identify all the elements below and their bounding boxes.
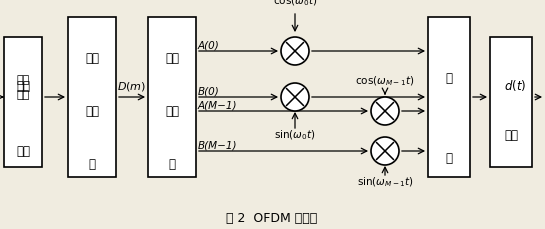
Text: sin($\omega_{M-1} t$): sin($\omega_{M-1} t$) [356, 174, 414, 188]
Text: 相: 相 [445, 71, 452, 84]
Text: 变换: 变换 [165, 104, 179, 117]
Text: $D(m)$: $D(m)$ [117, 80, 147, 93]
Text: B(0): B(0) [198, 86, 220, 95]
Text: 数据: 数据 [16, 145, 30, 158]
Text: 串行: 串行 [16, 80, 30, 93]
Circle shape [281, 84, 309, 112]
Circle shape [371, 98, 399, 125]
Text: sin($\omega_0 t$): sin($\omega_0 t$) [274, 128, 316, 141]
Text: 图 2  OFDM 调制器: 图 2 OFDM 调制器 [226, 211, 318, 224]
Text: 串并: 串并 [165, 51, 179, 64]
Text: cos($\omega_0 t$): cos($\omega_0 t$) [273, 0, 317, 8]
Bar [4, 38, 42, 167]
Text: 信道: 信道 [504, 128, 518, 141]
Text: B(M−1): B(M−1) [198, 139, 238, 149]
Text: 编码: 编码 [85, 104, 99, 117]
Circle shape [371, 137, 399, 165]
Text: $d(t)$: $d(t)$ [504, 78, 526, 93]
Circle shape [281, 38, 309, 66]
Text: 器: 器 [88, 158, 95, 170]
Text: 数据: 数据 [85, 51, 99, 64]
Bar [148, 18, 196, 177]
Text: 数据: 数据 [16, 90, 29, 100]
Text: 器: 器 [168, 158, 175, 170]
Text: cos($\omega_{M-1} t$): cos($\omega_{M-1} t$) [355, 74, 415, 88]
Bar [68, 18, 116, 177]
Text: A(M−1): A(M−1) [198, 100, 238, 109]
Bar [428, 18, 470, 177]
Bar [490, 38, 532, 167]
Text: A(0): A(0) [198, 40, 220, 50]
Text: 加: 加 [445, 151, 452, 164]
Text: 串行: 串行 [16, 75, 29, 85]
